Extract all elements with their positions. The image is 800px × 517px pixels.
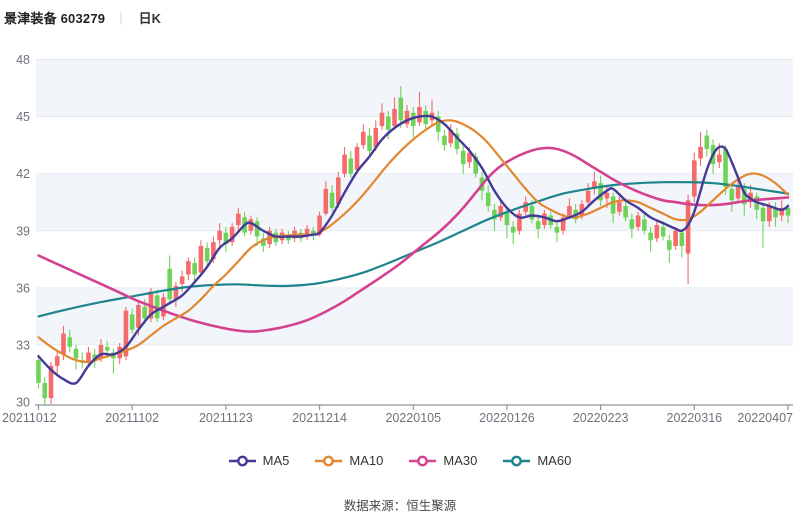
legend-item-ma30[interactable]: MA30 — [409, 453, 477, 468]
legend-item-ma10[interactable]: MA10 — [315, 453, 383, 468]
svg-text:20211214: 20211214 — [292, 411, 347, 425]
legend-item-ma5[interactable]: MA5 — [228, 453, 290, 468]
x-axis-labels: 20211012 20211102 20211123 20211214 20220105… — [2, 411, 793, 425]
svg-text:30: 30 — [16, 396, 30, 410]
ma5-legend-marker — [228, 455, 256, 466]
svg-text:20220316: 20220316 — [667, 411, 723, 425]
legend-item-ma60[interactable]: MA60 — [503, 453, 571, 468]
svg-text:45: 45 — [16, 110, 30, 124]
chart-header: 景津装备 603279 | 日K — [4, 7, 161, 27]
svg-text:42: 42 — [16, 167, 30, 181]
stock-name: 景津装备 — [4, 10, 57, 26]
ma5-line — [37, 114, 790, 385]
legend: MA5 MA10 MA30 MA60 — [0, 453, 800, 468]
legend-label-ma5: MA5 — [262, 453, 290, 468]
svg-text:20220223: 20220223 — [573, 411, 629, 425]
stock-title: 景津装备 603279 — [4, 8, 105, 27]
legend-label-ma30: MA30 — [443, 453, 478, 468]
ma10-legend-marker — [315, 455, 343, 466]
svg-text:20220126: 20220126 — [479, 411, 535, 425]
x-axis — [35, 404, 793, 410]
period-tab-daily-k[interactable]: 日K — [138, 10, 161, 26]
ma30-legend-marker — [409, 455, 437, 466]
svg-text:39: 39 — [16, 224, 30, 238]
candles-layer — [36, 86, 791, 405]
ma30-line — [37, 146, 790, 333]
ma60-line — [37, 181, 790, 318]
ma10-line — [37, 119, 790, 364]
stock-code: 603279 — [60, 10, 106, 26]
svg-text:20211102: 20211102 — [105, 411, 159, 425]
svg-text:20220407: 20220407 — [737, 411, 793, 425]
svg-text:48: 48 — [16, 53, 30, 67]
ma60-legend-marker — [503, 455, 531, 466]
data-source-note: 数据来源：恒生聚源 — [343, 499, 457, 513]
svg-text:36: 36 — [16, 281, 30, 295]
legend-label-ma60: MA60 — [537, 453, 572, 468]
svg-text:33: 33 — [16, 338, 30, 352]
svg-text:20220105: 20220105 — [385, 411, 441, 425]
svg-text:20211123: 20211123 — [199, 411, 253, 425]
y-axis-labels: 30 33 36 39 42 45 48 — [16, 53, 30, 410]
legend-label-ma10: MA10 — [349, 453, 384, 468]
title-separator: | — [119, 9, 123, 25]
svg-text:20211012: 20211012 — [2, 411, 57, 425]
